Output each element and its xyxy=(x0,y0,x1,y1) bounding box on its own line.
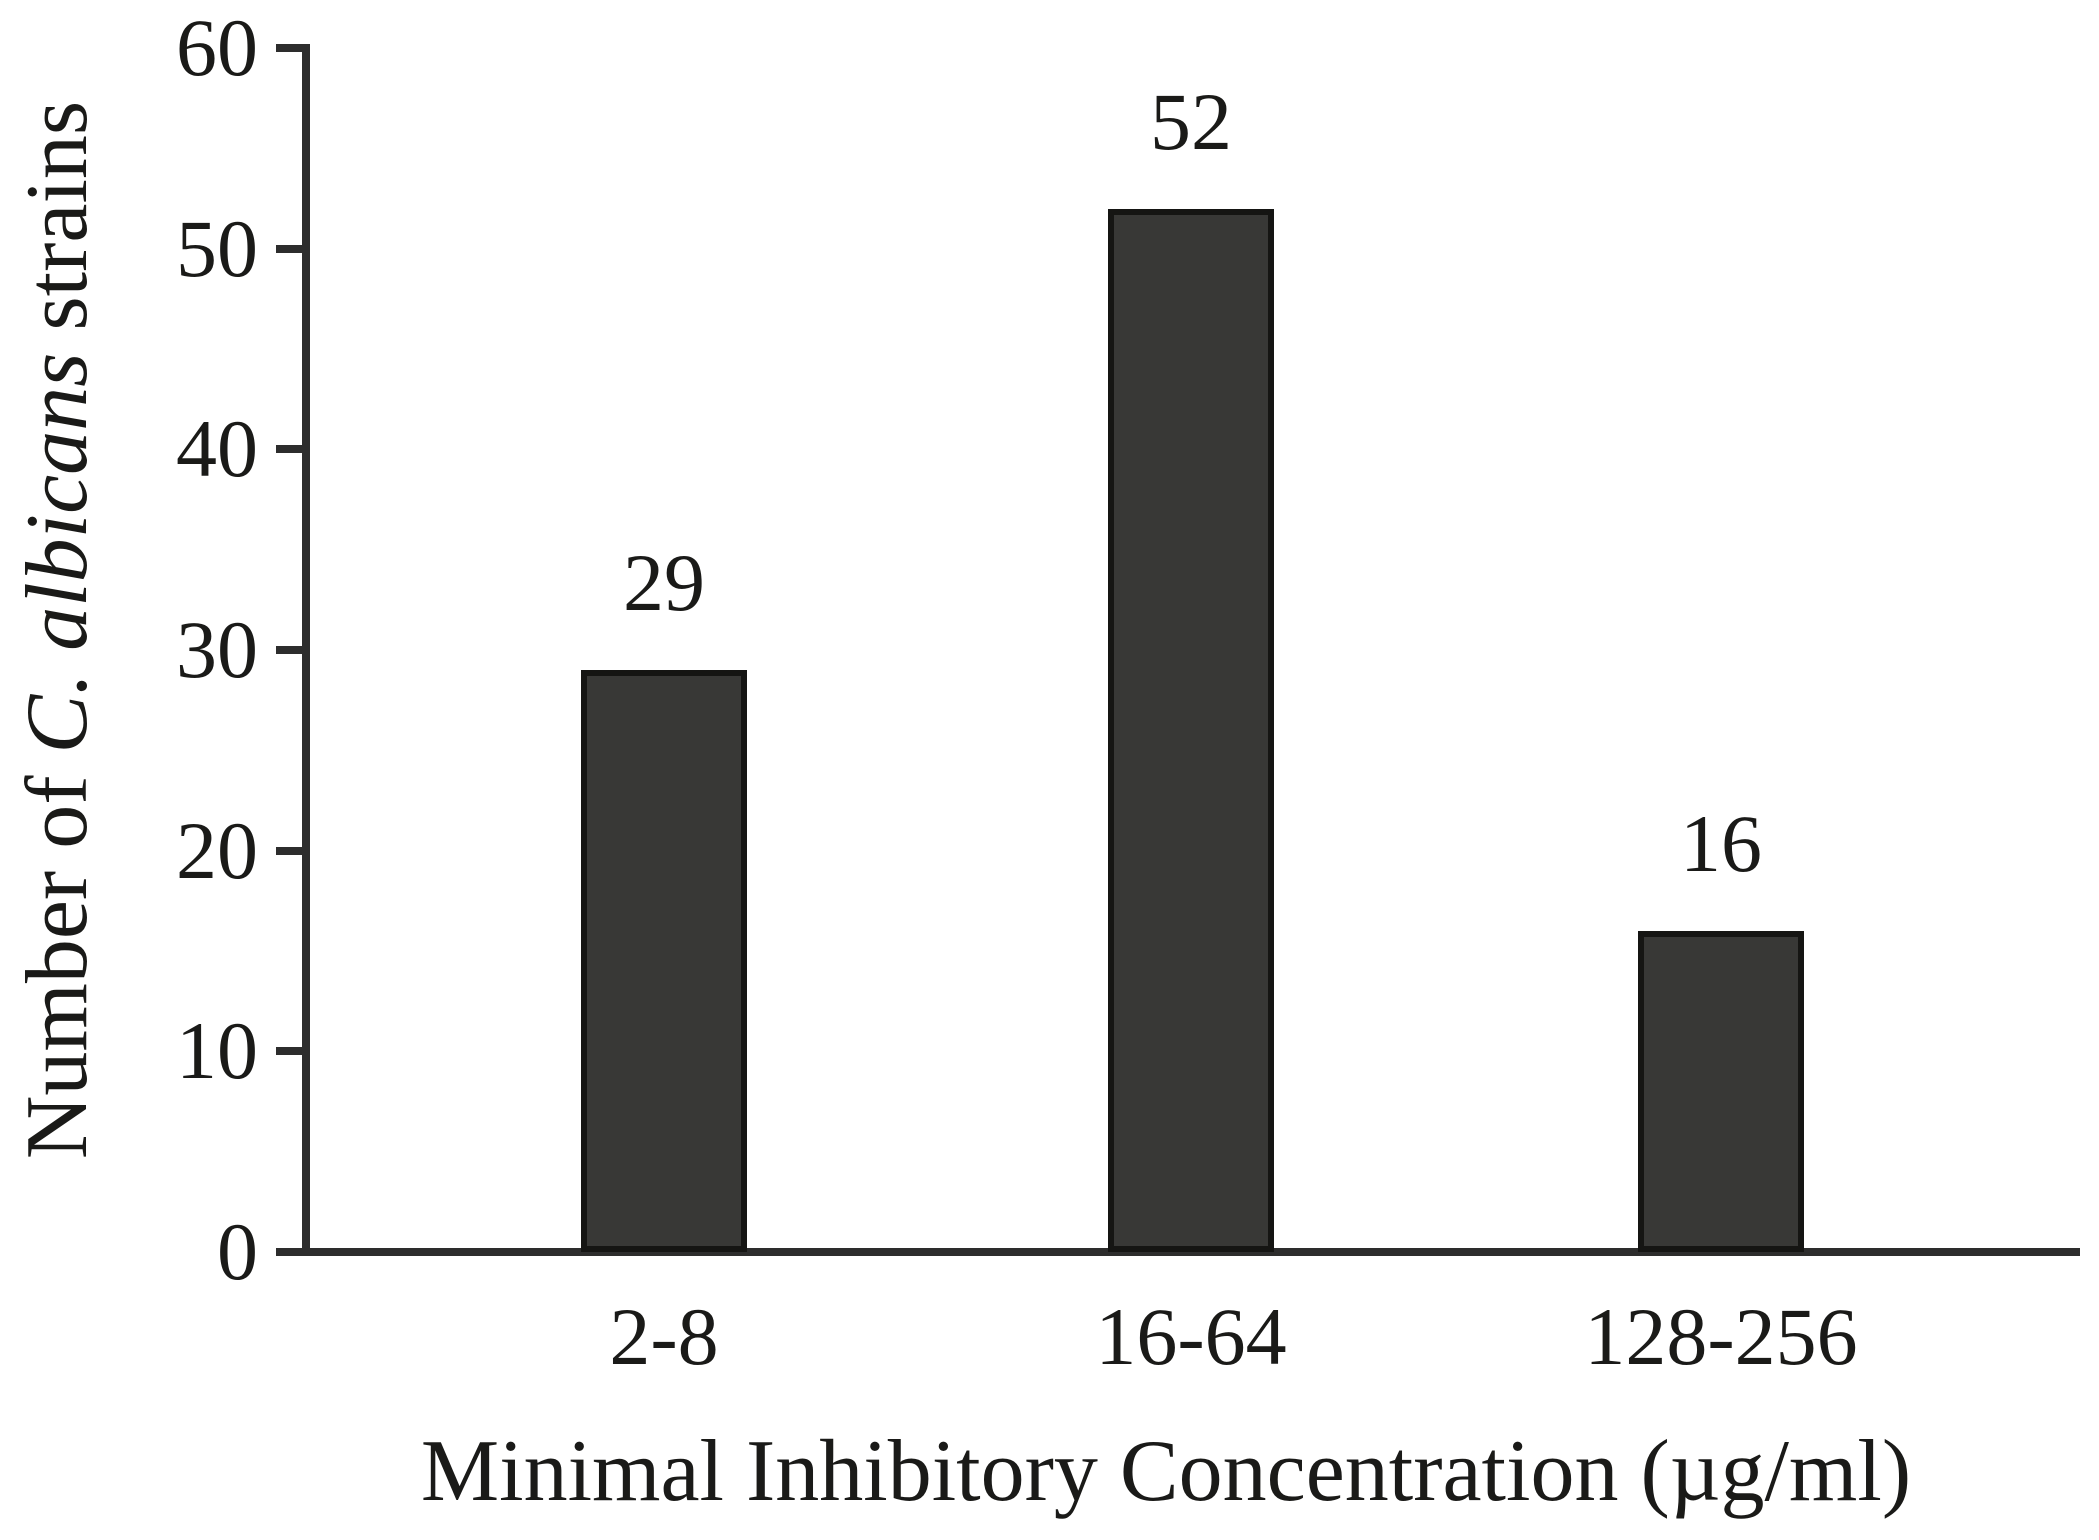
y-axis-tick-label: 20 xyxy=(176,805,258,896)
bar-value-label: 29 xyxy=(623,537,705,628)
y-axis-line xyxy=(302,44,310,1256)
x-axis-line xyxy=(302,1248,2080,1256)
y-axis-tick xyxy=(276,44,302,52)
x-axis-title: Minimal Inhibitory Concentration (µg/ml) xyxy=(420,1423,1912,1520)
y-axis-tick-label: 30 xyxy=(176,604,258,695)
y-axis-tick-label: 60 xyxy=(176,2,258,93)
x-axis-tick-label: 2-8 xyxy=(609,1291,719,1382)
y-axis-tick-label: 50 xyxy=(176,203,258,294)
bar-128-256 xyxy=(1638,931,1804,1252)
y-axis-tick xyxy=(276,646,302,654)
x-axis-tick-label: 16-64 xyxy=(1095,1291,1287,1382)
bar-16-64 xyxy=(1108,209,1274,1252)
y-axis-tick xyxy=(276,1047,302,1055)
y-axis-tick-label: 0 xyxy=(217,1206,258,1297)
bar-2-8 xyxy=(581,670,747,1252)
bar-value-label: 52 xyxy=(1150,76,1232,167)
x-axis-tick-label: 128-256 xyxy=(1584,1291,1858,1382)
y-axis-tick xyxy=(276,1248,302,1256)
y-axis-tick xyxy=(276,847,302,855)
y-axis-tick-label: 40 xyxy=(176,403,258,494)
y-axis-tick-label: 10 xyxy=(176,1005,258,1096)
bar-value-label: 16 xyxy=(1680,798,1762,889)
y-axis-tick xyxy=(276,445,302,453)
y-axis-tick xyxy=(276,245,302,253)
